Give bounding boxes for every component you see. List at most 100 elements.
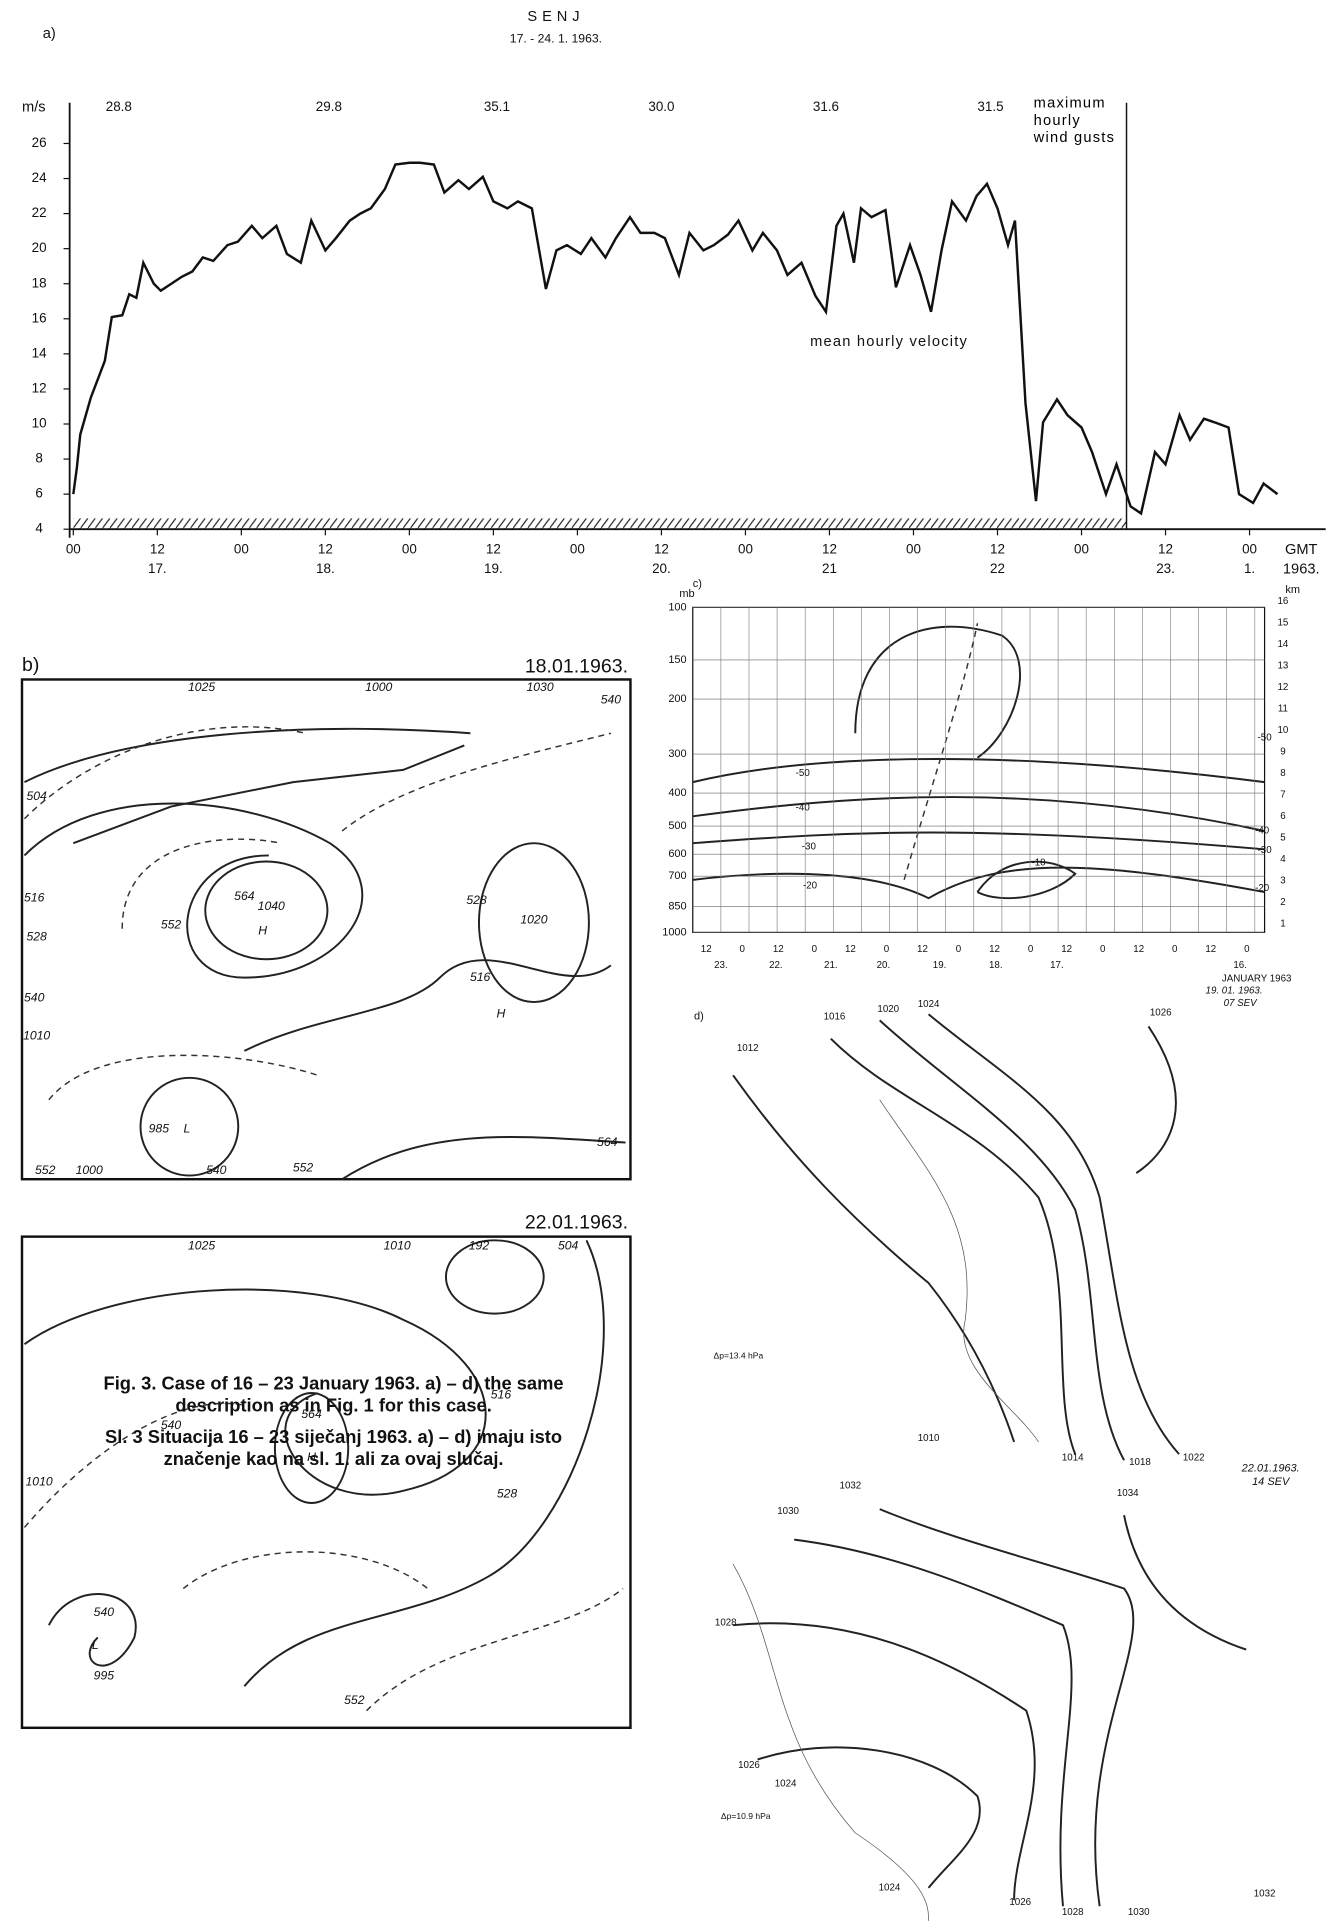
height-label: 15: [1277, 617, 1288, 628]
isobar-label: 504: [26, 789, 47, 803]
isobar-label: 564: [234, 889, 255, 903]
isobar-label: 1000: [365, 680, 392, 694]
y-tick-label: 14: [32, 345, 47, 360]
pressure-label: 400: [668, 787, 686, 799]
time-label: 0: [1172, 944, 1178, 955]
time-label: 0: [1100, 944, 1106, 955]
time-label: 0: [812, 944, 818, 955]
height-label: 3: [1280, 875, 1285, 886]
isobar-label: 1024: [918, 999, 940, 1010]
x-tick-label: 00: [1074, 542, 1089, 557]
axis-unit: km: [1285, 584, 1300, 596]
isobar-label: 1000: [76, 1163, 103, 1177]
isobar-label: 1025: [188, 680, 215, 694]
height-label: 13: [1277, 660, 1288, 671]
y-tick-label: 22: [32, 205, 47, 220]
isobar-label: 1012: [737, 1043, 759, 1054]
caption-line: Fig. 3. Case of 16 – 23 January 1963. a)…: [104, 1372, 564, 1393]
isobar-label: 1020: [520, 912, 547, 926]
day-label: 17.: [1050, 960, 1064, 971]
x-tick-label: 00: [234, 542, 249, 557]
isobar-label: 1030: [777, 1506, 799, 1517]
isobar-label: 516: [470, 970, 491, 984]
isobar-label: 1022: [1183, 1452, 1205, 1463]
isotherm-label: -40: [796, 802, 811, 813]
x-tick-label: 00: [570, 542, 585, 557]
synoptic-analysis: [732, 1013, 1247, 1921]
isobar-label: 564: [301, 1407, 322, 1421]
y-tick-label: 26: [32, 135, 47, 150]
cross-section-isolines: [692, 623, 1265, 900]
y-tick-label: 16: [32, 310, 47, 325]
x-tick-label: 12: [486, 542, 501, 557]
y-tick-label: 4: [35, 521, 43, 536]
delta-p: Δp=13.4 hPa: [714, 1351, 764, 1361]
height-label: 16: [1277, 596, 1288, 607]
isobar-label: 1024: [775, 1779, 797, 1790]
pressure-label: 150: [668, 654, 686, 666]
isobar-label: 995: [94, 1669, 115, 1683]
month-label: JANUARY 1963: [1222, 973, 1292, 984]
day-label: 19.: [933, 960, 947, 971]
isobar-label: 540: [206, 1163, 227, 1177]
caption-line: Sl. 3 Situacija 16 – 23 siječanj 1963. a…: [105, 1426, 562, 1447]
isobar-label: 1018: [1129, 1457, 1151, 1468]
gust-value: 28.8: [106, 99, 132, 114]
isobar-label: 552: [35, 1163, 56, 1177]
isobar-label: 1010: [384, 1239, 411, 1253]
caption-line: značenje kao na sl. 1. ali za ovaj sluča…: [164, 1448, 504, 1469]
isotherm-label: -20: [803, 881, 818, 892]
x-day-label: 20.: [652, 561, 671, 576]
isobar-label: L: [92, 1638, 99, 1652]
isobar-label: 552: [344, 1693, 365, 1707]
time-label: 0: [884, 944, 890, 955]
pressure-label: 500: [668, 820, 686, 832]
isobar-label: 1010: [23, 1028, 50, 1042]
gust-value: 31.5: [977, 99, 1003, 114]
panel-label: b): [22, 654, 39, 676]
chart-subtitle: 17. - 24. 1. 1963.: [510, 31, 602, 45]
height-label: 10: [1277, 725, 1288, 736]
time-label: 0: [740, 944, 746, 955]
x-tick-label: 00: [402, 542, 417, 557]
pressure-label: 1000: [662, 926, 686, 938]
isotherm-label: -30: [802, 841, 817, 852]
isobar-label: 528: [26, 930, 47, 944]
x-day-label: 21: [822, 561, 837, 576]
gust-value: 30.0: [648, 99, 674, 114]
isobar-label: 552: [161, 917, 182, 931]
x-day-label: 23.: [1156, 561, 1175, 576]
isobar-label: 1010: [26, 1474, 53, 1488]
height-label: 1: [1280, 918, 1285, 929]
pressure-label: 300: [668, 748, 686, 760]
cross-section-frame: [692, 606, 1266, 934]
signature: 07 SEV: [1224, 998, 1259, 1009]
isobar-label: H: [497, 1006, 506, 1020]
x-tick-label: 00: [738, 542, 753, 557]
velocity-line: [72, 161, 1279, 516]
day-label: 20.: [877, 960, 891, 971]
time-label: 0: [1244, 944, 1250, 955]
height-label: 6: [1280, 811, 1285, 822]
x-day-label: 1.: [1244, 561, 1255, 576]
time-label: 12: [917, 944, 928, 955]
isotherm-label: -30: [1258, 845, 1273, 856]
height-label: 2: [1280, 897, 1285, 908]
isobar-label: 1028: [715, 1617, 737, 1628]
gust-value: 31.6: [813, 99, 839, 114]
x-tick-label: 12: [1158, 542, 1173, 557]
delta-p: Δp=10.9 hPa: [721, 1811, 771, 1821]
gust-period-band: [73, 518, 1127, 530]
height-label: 9: [1280, 746, 1285, 757]
isobar-label: 1034: [1117, 1488, 1139, 1499]
time-label: 12: [1133, 944, 1144, 955]
isobar-label: H: [307, 1450, 316, 1464]
isobar-label: 540: [24, 991, 45, 1005]
panel-label: c): [693, 578, 702, 590]
height-label: 8: [1280, 768, 1285, 779]
x-unit: GMT: [1285, 542, 1318, 558]
signature: 19. 01. 1963.: [1206, 986, 1263, 997]
isobar-label: 1032: [1254, 1889, 1276, 1900]
height-label: 4: [1280, 854, 1286, 865]
